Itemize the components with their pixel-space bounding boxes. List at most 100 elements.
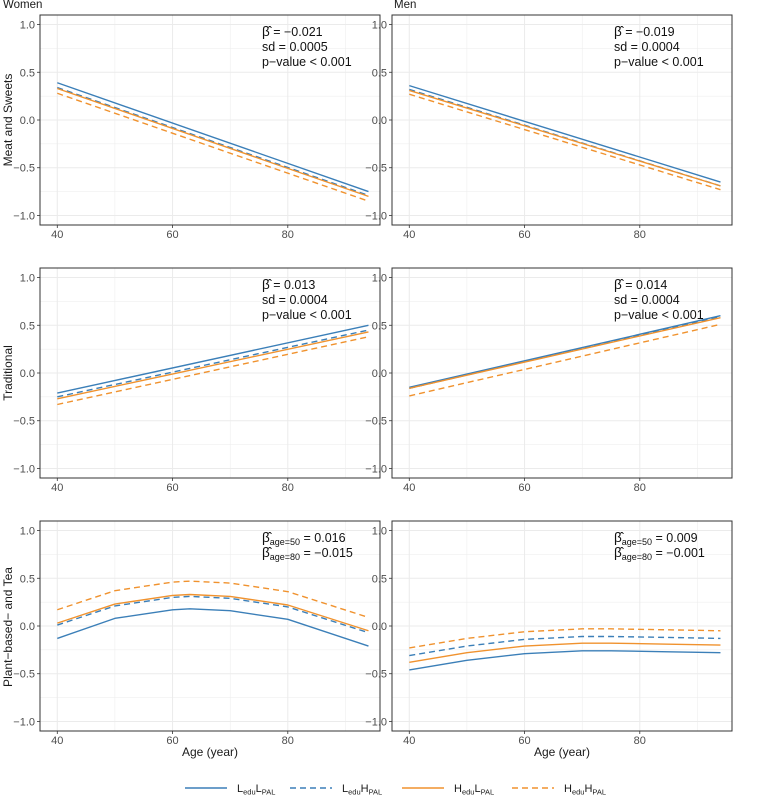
series-line-HeduHPAL [409,323,721,397]
annotation-value: = −0.021 [270,25,323,39]
series-line-HeduLPAL [409,89,721,187]
y-tick-label: 0.0 [20,115,35,127]
y-tick-label: 1.0 [372,273,387,285]
x-tick-label: 80 [282,735,294,747]
beta-hat-symbol: β̂ [262,545,273,560]
beta-hat-symbol: β̂ [262,277,273,292]
y-tick-label: 1.0 [20,526,35,538]
annotation-line: β̂age=80 = −0.001 [614,545,705,562]
y-tick-label: 0.5 [20,573,35,585]
x-tick-label: 80 [282,482,294,494]
annotation-line: β̂ = 0.014 [614,277,667,292]
x-tick-label: 60 [166,482,178,494]
beta-subscript: age=80 [270,552,300,562]
panel-6: 40 60 80−1.0−0.50.00.51.0 β̂age=50 = 0.009β… [365,520,733,747]
y-tick-label: 1.0 [20,273,35,285]
annotation-line: sd = 0.0005 [262,40,328,54]
beta-hat-symbol: β̂ [614,24,625,39]
series-line-HeduLPAL [409,642,721,663]
column-title-men: Men [394,0,416,11]
x-tick-label: 40 [51,735,63,747]
y-tick-label: −0.5 [365,669,387,681]
series-line-LeduLPAL [57,608,369,647]
y-tick-label: −0.5 [13,163,35,175]
legend-label: LeduLPAL [237,783,275,797]
y-tick-label: 0.0 [20,368,35,380]
series-line-LeduHPAL [57,86,369,197]
y-tick-label: 0.5 [20,320,35,332]
panel-border [391,267,733,479]
annotation-line: β̂age=50 = 0.016 [262,530,346,547]
series-line-LeduLPAL [57,82,369,193]
y-tick-label: 0.5 [20,67,35,79]
x-axis-title-men: Age (year) [534,745,590,759]
annotation-line: β̂ = −0.019 [614,24,675,39]
annotation-value: = 0.016 [300,531,346,545]
beta-hat-symbol: β̂ [614,530,625,545]
y-tick-label: −1.0 [13,716,35,728]
x-tick-label: 80 [634,482,646,494]
series-line-LeduLPAL [57,324,369,394]
y-tick-label: −1.0 [13,210,35,222]
series-line-LeduLPAL [409,650,721,671]
annotation-value: = 0.013 [270,278,316,292]
x-tick-label: 60 [166,229,178,241]
row-label-plant-based-and-tea: Plant−based− and Tea [1,567,15,687]
panel-border [39,267,381,479]
panel-border [391,520,733,732]
series-line-HeduHPAL [57,336,369,406]
annotation-line: β̂age=80 = −0.015 [262,545,353,562]
panel-5: 40 60 80−1.0−0.50.00.51.0 β̂age=50 = 0.016β… [13,520,381,747]
beta-hat-symbol: β̂ [614,545,625,560]
x-tick-label: 60 [518,482,530,494]
annotation-line: sd = 0.0004 [262,293,328,307]
annotation-value: = −0.019 [622,25,675,39]
beta-subscript: age=50 [270,537,300,547]
beta-hat-symbol: β̂ [262,530,273,545]
y-tick-label: −0.5 [13,669,35,681]
series-line-LeduLPAL [409,84,721,183]
x-tick-label: 60 [518,735,530,747]
panel-border [39,14,381,226]
beta-hat-symbol: β̂ [614,277,625,292]
x-tick-label: 40 [403,482,415,494]
beta-hat-symbol: β̂ [262,24,273,39]
panel-border [39,520,381,732]
series-line-HeduLPAL [409,316,721,389]
y-tick-label: 0.0 [372,115,387,127]
annotation-line: sd = 0.0004 [614,40,680,54]
y-tick-label: 0.0 [20,621,35,633]
annotation-line: β̂age=50 = 0.009 [614,530,698,547]
x-tick-label: 40 [51,482,63,494]
annotation-line: sd = 0.0004 [614,293,680,307]
legend-label: HeduLPAL [454,783,494,797]
annotation-line: p−value < 0.001 [262,308,352,322]
series-line-HeduLPAL [57,593,369,632]
y-tick-label: 0.0 [372,621,387,633]
series-line-LeduHPAL [409,635,721,657]
series-line-HeduHPAL [409,93,721,191]
series-line-LeduHPAL [57,329,369,398]
series-line-LeduHPAL [57,595,369,634]
series-line-HeduLPAL [57,87,369,198]
y-tick-label: −0.5 [13,416,35,428]
annotation-line: p−value < 0.001 [262,55,352,69]
x-tick-label: 80 [282,229,294,241]
x-axis-title-women: Age (year) [182,745,238,759]
column-title-women: Women [3,0,42,11]
annotation-line: β̂ = 0.013 [262,277,315,292]
y-tick-label: −1.0 [365,463,387,475]
legend-label: LeduHPAL [342,783,382,797]
legend-label: HeduHPAL [564,783,606,797]
x-tick-label: 40 [403,229,415,241]
annotation-line: p−value < 0.001 [614,55,704,69]
x-tick-label: 80 [634,229,646,241]
x-tick-label: 80 [634,735,646,747]
x-tick-label: 60 [166,735,178,747]
